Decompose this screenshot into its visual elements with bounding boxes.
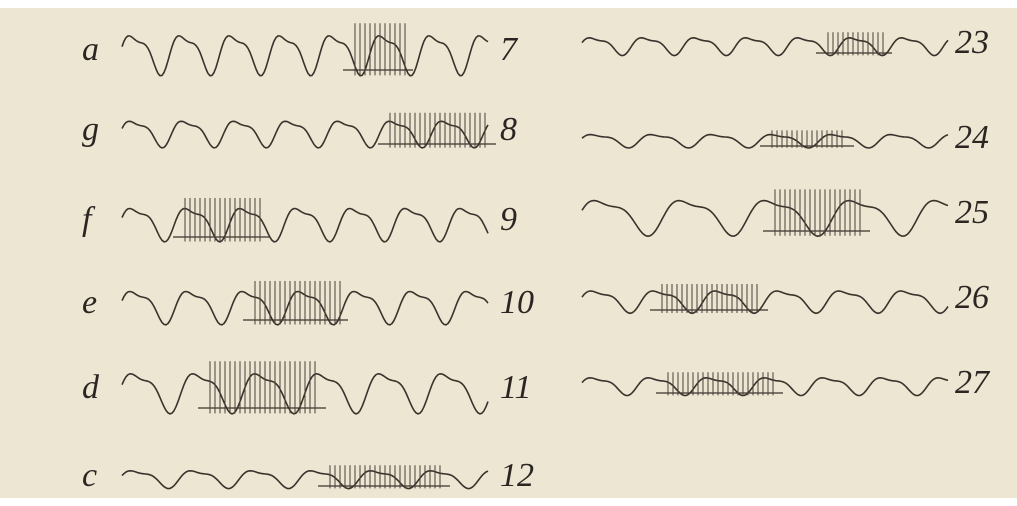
row-letter: a	[82, 31, 99, 68]
paper	[0, 8, 1017, 498]
row-number: 12	[500, 457, 534, 494]
row-number: 26	[955, 279, 989, 316]
row-number: 7	[500, 31, 519, 68]
row-number: 9	[500, 201, 517, 238]
row-number: 25	[955, 194, 989, 231]
page: a7g8f9e10d11c122324252627 (() => { const…	[0, 0, 1017, 506]
row-letter: g	[82, 111, 99, 148]
row-number: 11	[500, 369, 531, 406]
row-number: 8	[500, 111, 517, 148]
row-letter: d	[82, 369, 100, 406]
row-letter: c	[82, 457, 97, 494]
row-number: 23	[955, 24, 989, 61]
row-number: 24	[955, 119, 989, 156]
row-letter: e	[82, 284, 97, 321]
figure: a7g8f9e10d11c122324252627	[0, 0, 1017, 506]
row-number: 10	[500, 284, 534, 321]
row-number: 27	[955, 364, 991, 401]
